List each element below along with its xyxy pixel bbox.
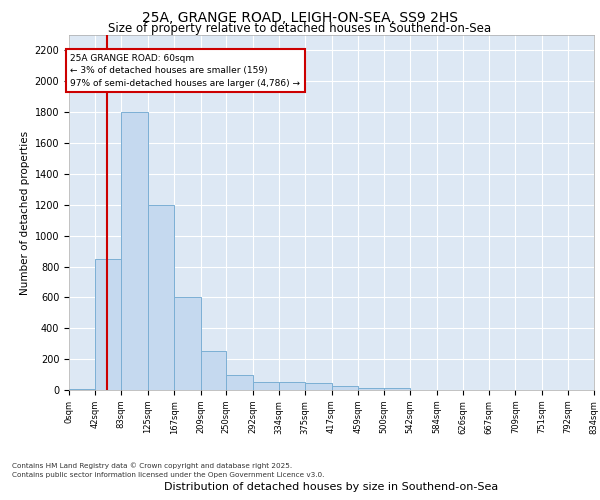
Text: 25A, GRANGE ROAD, LEIGH-ON-SEA, SS9 2HS: 25A, GRANGE ROAD, LEIGH-ON-SEA, SS9 2HS	[142, 11, 458, 25]
Bar	[69, 389, 95, 390]
Bar	[305, 383, 331, 390]
X-axis label: Distribution of detached houses by size in Southend-on-Sea: Distribution of detached houses by size …	[164, 482, 499, 492]
Bar	[384, 388, 410, 390]
Text: Contains HM Land Registry data © Crown copyright and database right 2025.: Contains HM Land Registry data © Crown c…	[12, 462, 292, 469]
Bar	[253, 382, 279, 390]
Bar	[121, 112, 148, 390]
Bar	[95, 259, 121, 390]
Bar	[148, 205, 174, 390]
Bar	[279, 382, 305, 390]
Bar	[200, 350, 226, 390]
Text: Contains public sector information licensed under the Open Government Licence v3: Contains public sector information licen…	[12, 472, 325, 478]
Bar	[331, 386, 358, 390]
Bar	[174, 298, 200, 390]
Bar	[226, 376, 253, 390]
Text: 25A GRANGE ROAD: 60sqm
← 3% of detached houses are smaller (159)
97% of semi-det: 25A GRANGE ROAD: 60sqm ← 3% of detached …	[70, 54, 300, 88]
Bar	[358, 388, 384, 390]
Text: Size of property relative to detached houses in Southend-on-Sea: Size of property relative to detached ho…	[109, 22, 491, 35]
Y-axis label: Number of detached properties: Number of detached properties	[20, 130, 31, 294]
